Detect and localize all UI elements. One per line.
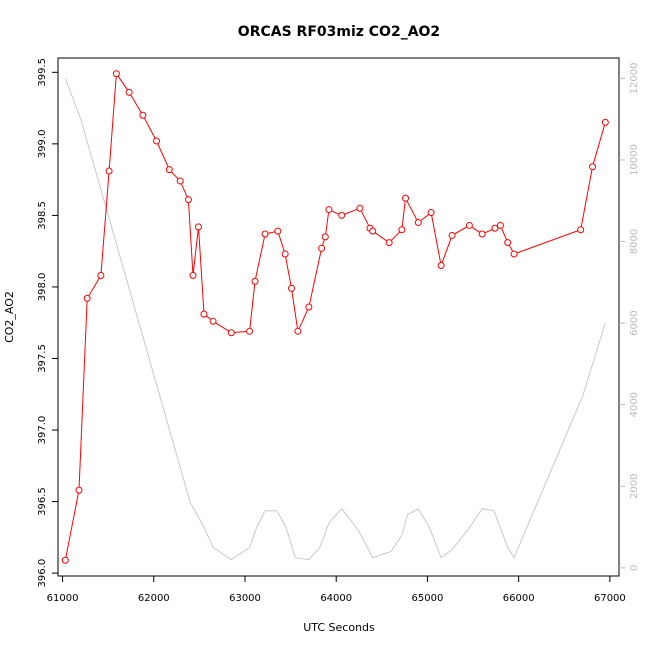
co2-data-point	[125, 88, 133, 96]
co2-data-point	[369, 227, 377, 235]
y-tick-label: 398.0	[37, 273, 48, 302]
co2-data-point	[139, 111, 147, 119]
co2-data-point	[478, 230, 486, 238]
co2-data-point	[414, 219, 422, 227]
x-tick-label: 63000	[229, 593, 261, 604]
right-y-axis: 0 2000 4000 6000 8000 10000 12000	[619, 62, 640, 571]
co2-data-point	[281, 250, 289, 258]
x-axis: 61000 62000 63000 64000 65000 66000 67000	[47, 576, 626, 604]
chart-title: ORCAS RF03miz CO2_AO2	[238, 24, 440, 40]
co2-data-point	[577, 226, 585, 234]
co2-data-point	[294, 327, 302, 335]
co2-data-point	[194, 223, 202, 231]
x-tick-label: 65000	[412, 593, 444, 604]
plot-frame	[57, 57, 620, 577]
y-axis-label: CO2_AO2	[3, 291, 16, 343]
co2-data-point	[83, 294, 91, 302]
co2-data-point	[437, 261, 445, 269]
y-tick-label: 397.5	[37, 344, 48, 373]
y-tick-label: 397.0	[37, 416, 48, 445]
co2-data-point	[427, 209, 435, 217]
co2-data-point	[251, 277, 259, 285]
right-y-tick-label: 8000	[629, 229, 640, 254]
right-y-tick-label: 12000	[629, 62, 640, 94]
y-tick-label: 399.0	[37, 130, 48, 159]
co2-data-point	[75, 486, 83, 494]
co2-data-point	[227, 329, 235, 337]
co2-data-point	[200, 310, 208, 318]
co2-data-point	[321, 233, 329, 241]
y-axis: 396.0 396.5 397.0 397.5 398.0 398.5 399.0 399.5	[37, 58, 58, 587]
co2-data-point	[305, 303, 313, 311]
co2-data-point	[338, 211, 346, 219]
co2-data-point	[261, 230, 269, 238]
x-tick-label: 67000	[594, 593, 626, 604]
co2-data-point	[176, 177, 184, 185]
co2-data-point	[448, 231, 456, 239]
x-tick-label: 66000	[503, 593, 535, 604]
co2-data-point	[510, 250, 518, 258]
co2-data-point	[402, 194, 410, 202]
x-axis-label: UTC Seconds	[303, 621, 375, 634]
co2-data-point	[496, 221, 504, 229]
co2-data-point	[589, 163, 597, 171]
y-tick-label: 399.5	[37, 58, 48, 87]
co2-data-point	[325, 206, 333, 214]
x-tick-label: 62000	[138, 593, 170, 604]
co2-data-point	[184, 196, 192, 204]
y-tick-label: 396.0	[37, 559, 48, 588]
right-y-tick-label: 4000	[629, 392, 640, 417]
co2-data-point	[465, 221, 473, 229]
right-y-tick-label: 0	[629, 565, 640, 571]
y-tick-label: 396.5	[37, 487, 48, 516]
co2-data-point	[112, 70, 120, 78]
co2-data-point	[288, 284, 296, 292]
co2-data-point	[246, 327, 254, 335]
co2-data-point	[356, 204, 364, 212]
co2-data-point	[274, 227, 282, 235]
right-y-tick-label: 2000	[629, 474, 640, 499]
co2-data-point	[318, 244, 326, 252]
co2-data-point	[398, 226, 406, 234]
co2-data-point	[165, 166, 173, 174]
x-tick-label: 61000	[47, 593, 79, 604]
y-tick-label: 398.5	[37, 201, 48, 230]
right-y-tick-label: 6000	[629, 310, 640, 335]
right-y-tick-label: 10000	[629, 144, 640, 176]
co2-data-point	[209, 317, 217, 325]
co2-data-point	[61, 556, 69, 564]
series-layer	[61, 70, 609, 564]
co2-data-point	[385, 239, 393, 247]
co2-data-point	[105, 167, 113, 175]
co2-data-point	[491, 224, 499, 232]
x-tick-label: 64000	[320, 593, 352, 604]
altitude-series-line	[64, 78, 606, 561]
co2-data-point	[504, 239, 512, 247]
co2-data-point	[153, 137, 161, 145]
co2-data-point	[601, 118, 609, 126]
co2-data-point	[97, 272, 105, 280]
co2-data-point	[189, 272, 197, 280]
